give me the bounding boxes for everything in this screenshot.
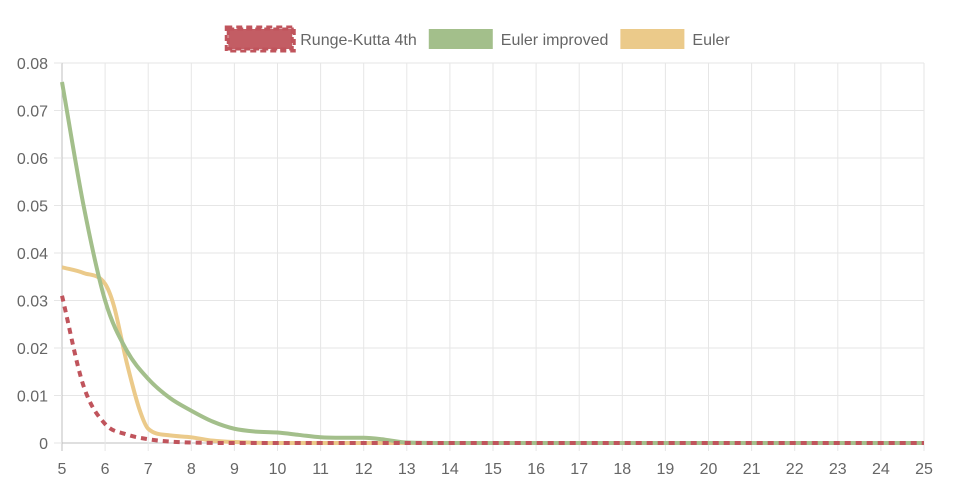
x-tick-label: 20 [700,461,718,478]
y-tick-label: 0.03 [17,294,48,311]
legend-item-runge-kutta-4th[interactable]: Runge-Kutta 4th [224,25,417,53]
x-tick-label: 23 [829,461,847,478]
x-tick-label: 21 [743,461,761,478]
y-tick-label: 0 [39,436,48,453]
x-tick-label: 19 [657,461,675,478]
y-tick-label: 0.07 [17,104,48,121]
y-tick-label: 0.01 [17,389,48,406]
x-tick-label: 7 [144,461,153,478]
legend: Runge-Kutta 4th Euler improved Euler [224,25,730,53]
x-tick-label: 9 [230,461,239,478]
x-tick-label: 10 [269,461,287,478]
x-tick-label: 25 [915,461,933,478]
x-tick-label: 8 [187,461,196,478]
legend-item-euler[interactable]: Euler [620,29,730,49]
legend-label: Euler [692,32,730,49]
legend-item-euler-improved[interactable]: Euler improved [428,29,609,49]
y-tick-label: 0.06 [17,151,48,168]
x-tick-label: 17 [570,461,588,478]
legend-swatch [620,29,685,49]
legend-label: Euler improved [501,32,609,49]
x-tick-label: 15 [484,461,502,478]
series-group [60,81,924,445]
series-line-runge-kutta-4th [60,295,924,445]
x-tick-label: 18 [613,461,631,478]
y-axis: 0 0.01 0.02 0.03 0.04 0.05 0.06 0.07 0.08 [17,56,62,453]
x-axis: 5 6 7 8 9 10 11 12 13 14 15 16 17 18 19 20 21 22 23 24 25 [58,461,933,478]
x-tick-label: 14 [441,461,459,478]
y-tick-label: 0.04 [17,246,48,263]
x-tick-label: 22 [786,461,804,478]
x-tick-label: 13 [398,461,416,478]
x-tick-label: 5 [58,461,67,478]
y-tick-label: 0.08 [17,56,48,73]
legend-swatch [226,27,294,51]
legend-swatch [428,29,493,49]
x-tick-label: 11 [312,461,329,478]
grid [61,62,925,451]
x-tick-label: 12 [355,461,373,478]
x-tick-label: 6 [101,461,110,478]
x-tick-label: 16 [527,461,545,478]
x-tick-label: 24 [872,461,890,478]
y-tick-label: 0.05 [17,199,48,216]
y-tick-label: 0.02 [17,341,48,358]
legend-swatch-border [224,25,296,53]
legend-label: Runge-Kutta 4th [300,32,417,49]
